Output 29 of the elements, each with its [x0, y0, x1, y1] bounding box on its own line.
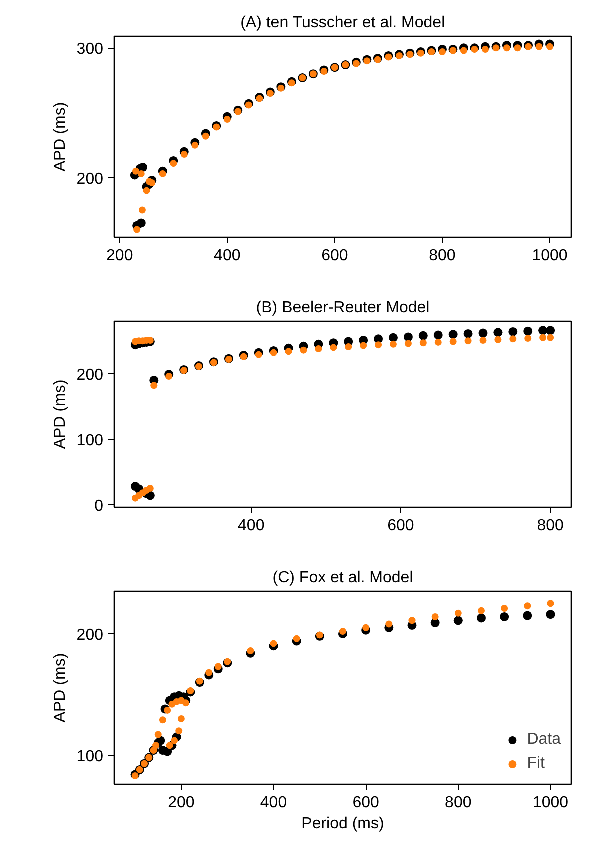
legend-label: Data [527, 731, 561, 749]
y-axis-title: APD (ms) [52, 102, 69, 172]
x-tick-label: 600 [322, 248, 348, 264]
chart-title: (A) ten Tusscher et al. Model [240, 14, 446, 32]
x-tick-label: 200 [106, 248, 134, 264]
x-tick-label: 400 [260, 794, 288, 812]
chart-title: (B) Beeler-Reuter Model [256, 300, 430, 316]
y-tick-label: 200 [76, 626, 104, 644]
x-tick-label: 800 [445, 794, 472, 812]
chart-title: (C) Fox et al. Model [272, 570, 414, 586]
legend-label: Fit [527, 755, 546, 773]
y-tick-label: 200 [76, 170, 104, 188]
y-tick-label: 0 [94, 498, 104, 515]
x-tick-label: 400 [214, 248, 241, 264]
x-tick-label: 600 [352, 794, 380, 812]
x-tick-label: 1000 [532, 248, 568, 264]
y-tick-label: 300 [76, 41, 104, 58]
x-axis-title: Period (ms) [302, 816, 384, 832]
x-tick-label: 200 [168, 794, 195, 812]
y-axis-title: APD (ms) [52, 653, 69, 723]
y-tick-label: 200 [76, 366, 104, 384]
y-tick-label: 100 [76, 748, 104, 766]
x-tick-label: 800 [429, 248, 456, 264]
x-tick-label: 1000 [532, 794, 569, 812]
x-tick-label: 600 [388, 518, 414, 534]
y-tick-label: 100 [76, 432, 104, 450]
x-tick-label: 400 [238, 518, 265, 534]
x-tick-label: 800 [537, 518, 564, 534]
y-axis-title: APD (ms) [52, 380, 69, 450]
